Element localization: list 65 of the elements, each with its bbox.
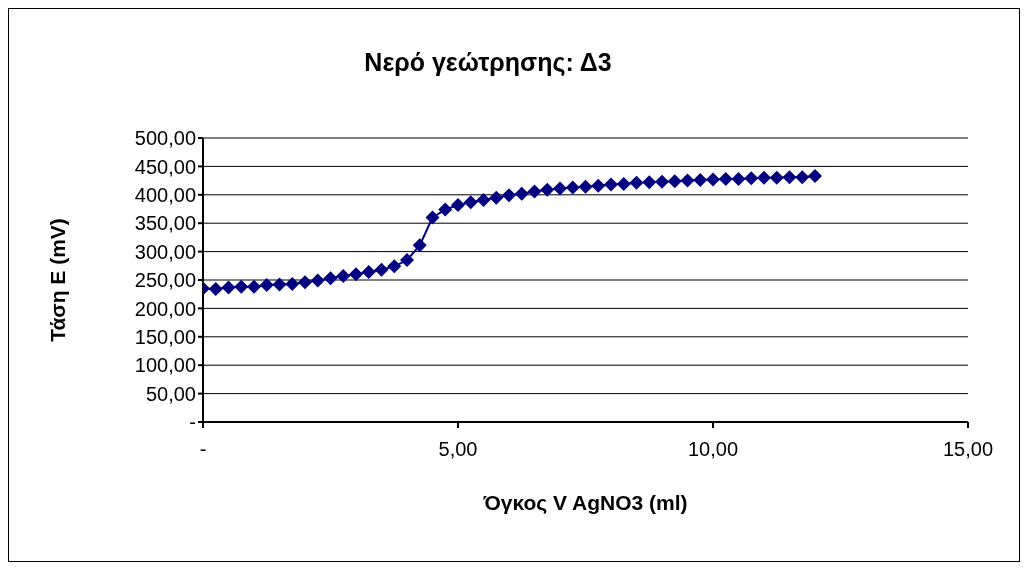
y-tick-label: 250,00 <box>134 269 196 292</box>
point <box>412 238 427 253</box>
point <box>476 192 491 207</box>
point <box>706 172 720 187</box>
y-axis-title: Τάση E (mV) <box>46 218 70 342</box>
point <box>795 170 810 185</box>
y-tick-label: 100,00 <box>134 354 196 377</box>
y-tick-label: 350,00 <box>134 212 196 235</box>
point <box>769 170 784 185</box>
point <box>259 278 274 293</box>
x-tick-label: 15,00 <box>942 438 994 461</box>
y-tick-label: 50,00 <box>145 382 196 405</box>
point <box>591 178 606 193</box>
y-tick-label: 150,00 <box>134 325 196 348</box>
point <box>285 276 300 291</box>
point <box>374 262 389 277</box>
point <box>247 279 261 294</box>
point <box>731 171 746 186</box>
point <box>718 171 733 186</box>
point <box>361 265 376 280</box>
point <box>463 195 478 210</box>
point <box>744 171 759 186</box>
y-tick-label: 400,00 <box>134 183 196 206</box>
point <box>425 210 440 225</box>
point <box>310 273 325 288</box>
point <box>323 271 338 286</box>
point <box>336 269 351 284</box>
point <box>387 259 402 274</box>
y-tick-label: - <box>189 411 196 434</box>
point <box>540 182 555 197</box>
y-tick-label: 200,00 <box>134 297 196 320</box>
point <box>514 186 529 201</box>
point <box>349 267 363 282</box>
point <box>221 280 236 295</box>
point <box>693 173 708 188</box>
point <box>782 170 797 185</box>
x-tick-label: 10,00 <box>687 438 739 461</box>
point <box>553 181 567 196</box>
point <box>272 277 287 292</box>
point <box>298 275 312 290</box>
y-tick-label: 450,00 <box>134 155 196 178</box>
x-axis-title: Όγκος V AgNO3 (ml) <box>482 491 688 515</box>
point <box>400 253 414 268</box>
y-tick-label: 300,00 <box>134 240 196 263</box>
chart-title: Νερό γεώτρησης: Δ3 <box>363 48 613 77</box>
point <box>489 190 504 205</box>
point <box>680 173 695 188</box>
point <box>616 177 631 192</box>
point <box>655 174 669 189</box>
x-tick-label: 5,00 <box>438 438 478 461</box>
point <box>234 279 249 294</box>
point <box>757 170 771 185</box>
point <box>578 179 593 194</box>
point <box>604 177 618 192</box>
point <box>438 202 453 217</box>
point <box>808 169 822 184</box>
point <box>502 188 516 203</box>
point <box>565 180 580 195</box>
point <box>451 198 465 213</box>
point <box>667 174 682 189</box>
point <box>208 282 223 297</box>
point <box>629 175 644 190</box>
point <box>642 175 657 190</box>
point <box>527 184 542 199</box>
y-tick-label: 500,00 <box>134 127 196 150</box>
